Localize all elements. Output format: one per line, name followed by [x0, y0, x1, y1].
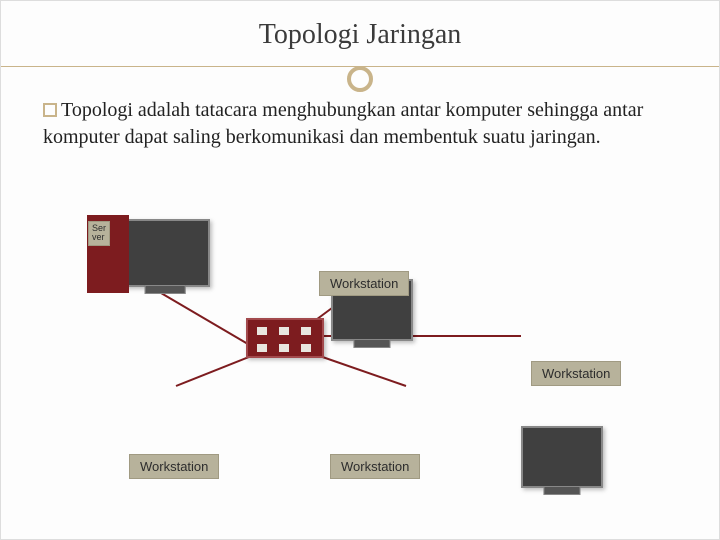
workstation-label: Workstation	[330, 454, 420, 479]
workstation-label: Workstation	[129, 454, 219, 479]
hub-port	[301, 327, 311, 335]
server-label: Ser ver	[88, 221, 110, 246]
hub-port	[257, 327, 267, 335]
hub-port	[301, 344, 311, 352]
workstation-label: Workstation	[319, 271, 409, 296]
body-text-content: Topologi adalah tatacara menghubungkan a…	[43, 99, 643, 148]
hub-port	[279, 344, 289, 352]
slide-title: Topologi Jaringan	[1, 19, 719, 51]
workstation-label: Workstation	[531, 361, 621, 386]
workstation-monitor-icon	[521, 426, 603, 488]
hub	[246, 318, 324, 358]
wire	[311, 353, 406, 386]
title-circle-icon	[347, 66, 373, 92]
hub-port	[279, 327, 289, 335]
slide: Topologi Jaringan Topologi adalah tataca…	[0, 0, 720, 540]
wire	[161, 293, 253, 347]
network-diagram: Ser ver Workstation Workstation Workstation…	[1, 211, 720, 531]
title-area: Topologi Jaringan	[1, 1, 719, 79]
bullet-icon	[43, 103, 57, 117]
hub-port	[257, 344, 267, 352]
server-monitor-icon	[120, 219, 210, 287]
